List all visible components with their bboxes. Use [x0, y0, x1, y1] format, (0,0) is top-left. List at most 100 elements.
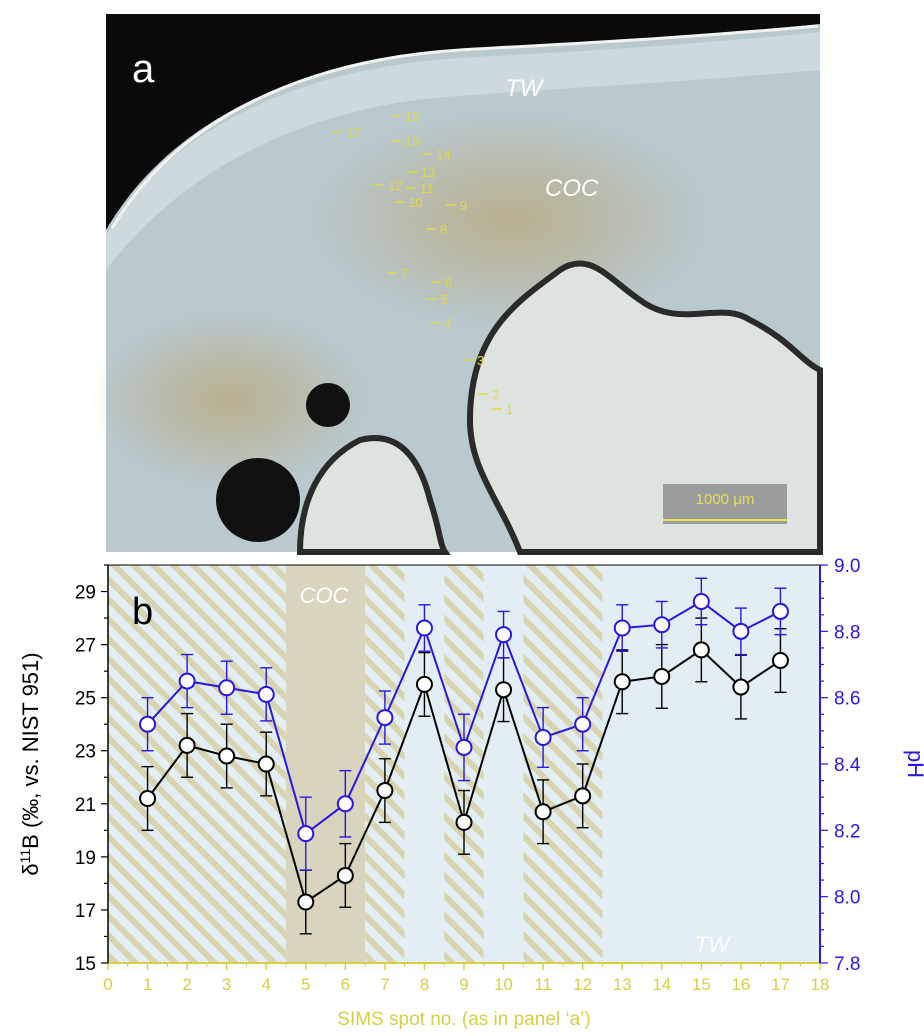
- spot-label-15: 15: [405, 134, 419, 149]
- x-tick-label: 11: [534, 975, 552, 994]
- corallite-interior: [466, 260, 823, 555]
- ph-point-15: [692, 592, 710, 610]
- zone-hatched-0: [108, 565, 286, 963]
- tw-zone-label: TW: [695, 932, 731, 957]
- zone-hatched-6: [523, 565, 603, 963]
- d11b-point-3: [218, 747, 236, 765]
- tw-label: TW: [505, 75, 545, 102]
- y-right-tick-label: 8.0: [834, 888, 860, 909]
- ph-point-17: [771, 602, 789, 620]
- spot-label-16: 16: [405, 109, 419, 124]
- spot-label-5: 5: [441, 292, 448, 307]
- x-tick-label: 0: [103, 975, 112, 994]
- ph-point-5: [297, 825, 315, 843]
- y-right-tick-label: 7.8: [834, 954, 860, 975]
- x-tick-label: 5: [301, 975, 310, 994]
- d11b-point-10: [495, 681, 513, 699]
- ph-point-2: [178, 672, 196, 690]
- d11b-point-14: [653, 667, 671, 685]
- ph-point-8: [415, 619, 433, 637]
- axes: 0 1 2 3 4 5 6 7 8 9 10 11 12 13 14 15 16 17 18151719212325…: [75, 556, 861, 994]
- panel-letter-b: b: [132, 591, 153, 633]
- coc-label: COC: [545, 175, 599, 202]
- x-tick-label: 1: [143, 975, 152, 994]
- d11b-point-17: [771, 652, 789, 670]
- y-left-tick-label: 15: [75, 954, 96, 975]
- d11b-point-8: [415, 675, 433, 693]
- y-left-axis-label: δ11B (‰, vs. NIST 951): [17, 652, 43, 875]
- ph-point-6: [336, 795, 354, 813]
- outer-edge-line: [110, 24, 819, 229]
- void-large: [216, 458, 300, 542]
- spot-label-4: 4: [444, 316, 451, 331]
- x-axis-label: SIMS spot no. (as in panel ‘a’): [337, 1009, 590, 1030]
- d11b-point-2: [178, 736, 196, 754]
- x-tick-label: 18: [811, 975, 830, 994]
- ph-point-14: [653, 616, 671, 634]
- d11b-point-5: [297, 893, 315, 911]
- ph-point-16: [732, 622, 750, 640]
- x-tick-label: 7: [380, 975, 389, 994]
- d11b-point-15: [692, 641, 710, 659]
- x-tick-label: 13: [613, 975, 632, 994]
- x-tick-label: 2: [182, 975, 191, 994]
- spot-label-8: 8: [440, 222, 447, 237]
- ph-point-9: [455, 738, 473, 756]
- spot-label-10: 10: [408, 195, 422, 210]
- d11b-point-7: [376, 782, 394, 800]
- x-tick-label: 12: [573, 975, 592, 994]
- x-tick-label: 4: [261, 975, 270, 994]
- d11b-point-6: [336, 866, 354, 884]
- y-right-axis-label: pH: [903, 750, 924, 778]
- y-right-tick-label: 8.2: [834, 821, 860, 842]
- d11b-point-13: [613, 673, 631, 691]
- spot-label-1: 1: [506, 402, 513, 417]
- y-left-tick-label: 27: [75, 636, 96, 657]
- x-tick-label: 15: [692, 975, 711, 994]
- void-small: [306, 383, 350, 427]
- spot-label-6: 6: [445, 275, 452, 290]
- x-tick-label: 6: [341, 975, 350, 994]
- ph-point-11: [534, 728, 552, 746]
- spot-label-14: 14: [436, 147, 450, 162]
- spot-label-13: 13: [421, 165, 435, 180]
- d11b-point-1: [139, 789, 157, 807]
- spot-label-2: 2: [492, 387, 499, 402]
- ph-point-3: [218, 679, 236, 697]
- y-left-tick-label: 23: [75, 742, 96, 763]
- y-right-tick-label: 8.8: [834, 622, 860, 643]
- spot-label-9: 9: [460, 198, 467, 213]
- ph-point-10: [495, 626, 513, 644]
- ph-point-1: [139, 715, 157, 733]
- scale-bar-box: [663, 484, 787, 524]
- zone-backgrounds: [108, 565, 820, 963]
- data-series: [139, 577, 789, 935]
- spot-label-17: 17: [346, 125, 360, 140]
- ph-point-4: [257, 685, 275, 703]
- coc-zone-label: COC: [300, 583, 349, 608]
- x-tick-label: 16: [731, 975, 750, 994]
- x-tick-label: 3: [222, 975, 231, 994]
- x-tick-label: 14: [652, 975, 671, 994]
- spot-label-3: 3: [477, 353, 484, 368]
- x-tick-label: 8: [420, 975, 429, 994]
- d11b-point-11: [534, 803, 552, 821]
- ph-point-12: [574, 715, 592, 733]
- y-left-tick-label: 29: [75, 583, 96, 604]
- corallite-interior-left: [296, 435, 451, 555]
- ph-point-13: [613, 619, 631, 637]
- spot-label-7: 7: [401, 266, 408, 281]
- y-left-tick-label: 25: [75, 689, 96, 710]
- theca-wall-band: [106, 32, 820, 270]
- y-right-tick-label: 8.6: [834, 689, 860, 710]
- spot-label-11: 11: [420, 181, 434, 196]
- y-left-tick-label: 19: [75, 848, 96, 869]
- d11b-point-12: [574, 787, 592, 805]
- panel-letter-a: a: [132, 47, 155, 91]
- x-tick-label: 17: [771, 975, 790, 994]
- d11b-point-16: [732, 678, 750, 696]
- y-left-tick-label: 17: [75, 901, 96, 922]
